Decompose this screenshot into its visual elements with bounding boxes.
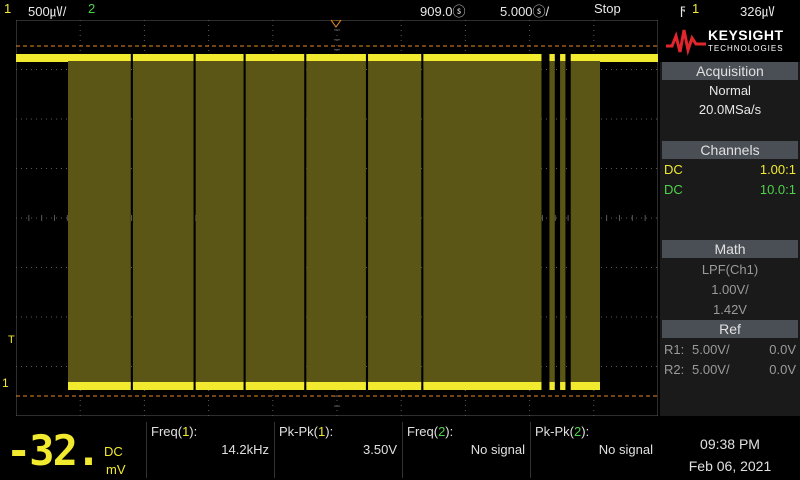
- ch1-burst-low-edge: [245, 382, 305, 390]
- ch1-indicator[interactable]: 1: [4, 1, 12, 16]
- ch1-burst-low-edge: [132, 382, 194, 390]
- time-scale[interactable]: 5.000ⓢ/: [500, 4, 550, 19]
- ch1-probe-ratio: 1.00:1: [759, 162, 796, 177]
- math-header[interactable]: Math: [662, 240, 798, 258]
- acquisition-header[interactable]: Acquisition: [662, 62, 798, 80]
- ch1-burst-low-edge: [195, 382, 244, 390]
- ref-header[interactable]: Ref: [662, 320, 798, 338]
- ch1-burst-low-edge: [560, 382, 566, 390]
- ch1-burst: [306, 58, 366, 386]
- pkpk-1-value: 3.50V: [363, 442, 397, 457]
- ch1-burst-high-edge: [132, 54, 194, 61]
- ch2-indicator[interactable]: 2: [88, 1, 96, 16]
- r2-scale: 5.00V/: [692, 362, 730, 377]
- ch1-burst-low-edge: [368, 382, 422, 390]
- trigger-falling-edge-icon: ϝ: [680, 1, 686, 17]
- brand-subtitle: TECHNOLOGIES: [708, 44, 784, 53]
- r2-offset: 0.0V: [769, 362, 796, 377]
- brand-name: KEYSIGHT: [708, 27, 784, 43]
- keysight-wave-icon: [666, 29, 706, 56]
- r1-label: R1:: [664, 342, 685, 357]
- math-scale: 1.00V/: [711, 282, 749, 297]
- freq-1-value: 14.2kHz: [221, 442, 269, 457]
- measurement-pkpk-2[interactable]: Pk-Pk(2): No signal: [530, 422, 657, 478]
- ch1-burst: [549, 58, 555, 386]
- ch1-burst-high-edge: [570, 54, 600, 61]
- trigger-position-marker[interactable]: [330, 20, 342, 28]
- r2-label: R2:: [664, 362, 685, 377]
- ch1-burst-low-edge: [423, 382, 542, 390]
- math-function: LPF(Ch1): [701, 262, 759, 277]
- trigger-level-marker[interactable]: T: [8, 334, 15, 346]
- run-state[interactable]: Stop: [594, 1, 621, 16]
- measurement-freq-1[interactable]: Freq(1): 14.2kHz: [146, 422, 273, 478]
- trigger-level[interactable]: 326㎶: [740, 4, 775, 19]
- channels-header[interactable]: Channels: [662, 141, 798, 159]
- r1-offset: 0.0V: [769, 342, 796, 357]
- ch1-burst-high-edge: [68, 54, 131, 61]
- ch1-burst: [368, 58, 422, 386]
- pkpk-2-value: No signal: [598, 442, 653, 457]
- ch1-burst-low-edge: [68, 382, 131, 390]
- clock-time: 09:38 PM: [700, 436, 760, 452]
- ch1-burst: [68, 58, 131, 386]
- math-offset: 1.42V: [713, 302, 747, 317]
- ch1-burst: [570, 58, 600, 386]
- ch1-waveform: [16, 54, 658, 390]
- side-panel: KEYSIGHT TECHNOLOGIES Acquisition Normal…: [660, 20, 800, 416]
- ch1-burst: [132, 58, 194, 386]
- ch1-burst-low-edge: [549, 382, 555, 390]
- dvm-unit: mV: [106, 462, 126, 477]
- ch1-burst-high-edge: [560, 54, 566, 61]
- ch1-burst-low-edge: [570, 382, 600, 390]
- ch2-probe-ratio: 10.0:1: [759, 182, 796, 197]
- dvm-coupling: DC: [104, 444, 123, 459]
- ch1-coupling: DC: [664, 162, 683, 177]
- r1-scale: 5.00V/: [692, 342, 730, 357]
- ch1-scale[interactable]: 500㎶/: [28, 4, 67, 19]
- waveform-display[interactable]: [16, 20, 658, 416]
- measurement-freq-2[interactable]: Freq(2): No signal: [402, 422, 529, 478]
- ch1-burst-low-edge: [306, 382, 366, 390]
- status-bar: 1 500㎶/ 2 909.0ⓢ 5.000ⓢ/ Stop ϝ 1 326㎶: [0, 0, 800, 19]
- ch1-burst: [423, 58, 542, 386]
- time-delay[interactable]: 909.0ⓢ: [420, 4, 466, 19]
- sample-rate: 20.0MSa/s: [698, 102, 762, 117]
- keysight-logo: KEYSIGHT TECHNOLOGIES: [660, 20, 800, 62]
- ch1-idle-high-right: [600, 54, 658, 62]
- ch1-burst: [560, 58, 566, 386]
- ch1-burst-high-edge: [368, 54, 422, 61]
- dvm-readout: -32.: [6, 426, 101, 475]
- ch1-burst-high-edge: [549, 54, 555, 61]
- ch1-burst-high-edge: [423, 54, 542, 61]
- ch1-ground-marker[interactable]: 1: [2, 376, 9, 390]
- clock-date: Feb 06, 2021: [688, 458, 772, 474]
- freq-2-value: No signal: [470, 442, 525, 457]
- ch1-burst-high-edge: [195, 54, 244, 61]
- measurement-bar: -32. DC mV Freq(1): 14.2kHz Pk-Pk(1): 3.…: [0, 420, 800, 480]
- measurement-pkpk-1[interactable]: Pk-Pk(1): 3.50V: [274, 422, 401, 478]
- ch1-burst: [245, 58, 305, 386]
- ch1-burst-high-edge: [245, 54, 305, 61]
- ch2-coupling: DC: [664, 182, 683, 197]
- acquisition-mode: Normal: [709, 83, 751, 98]
- ch1-burst: [195, 58, 244, 386]
- trigger-source[interactable]: 1: [692, 1, 700, 16]
- ch1-burst-high-edge: [306, 54, 366, 61]
- ch1-idle-high-left: [16, 54, 68, 62]
